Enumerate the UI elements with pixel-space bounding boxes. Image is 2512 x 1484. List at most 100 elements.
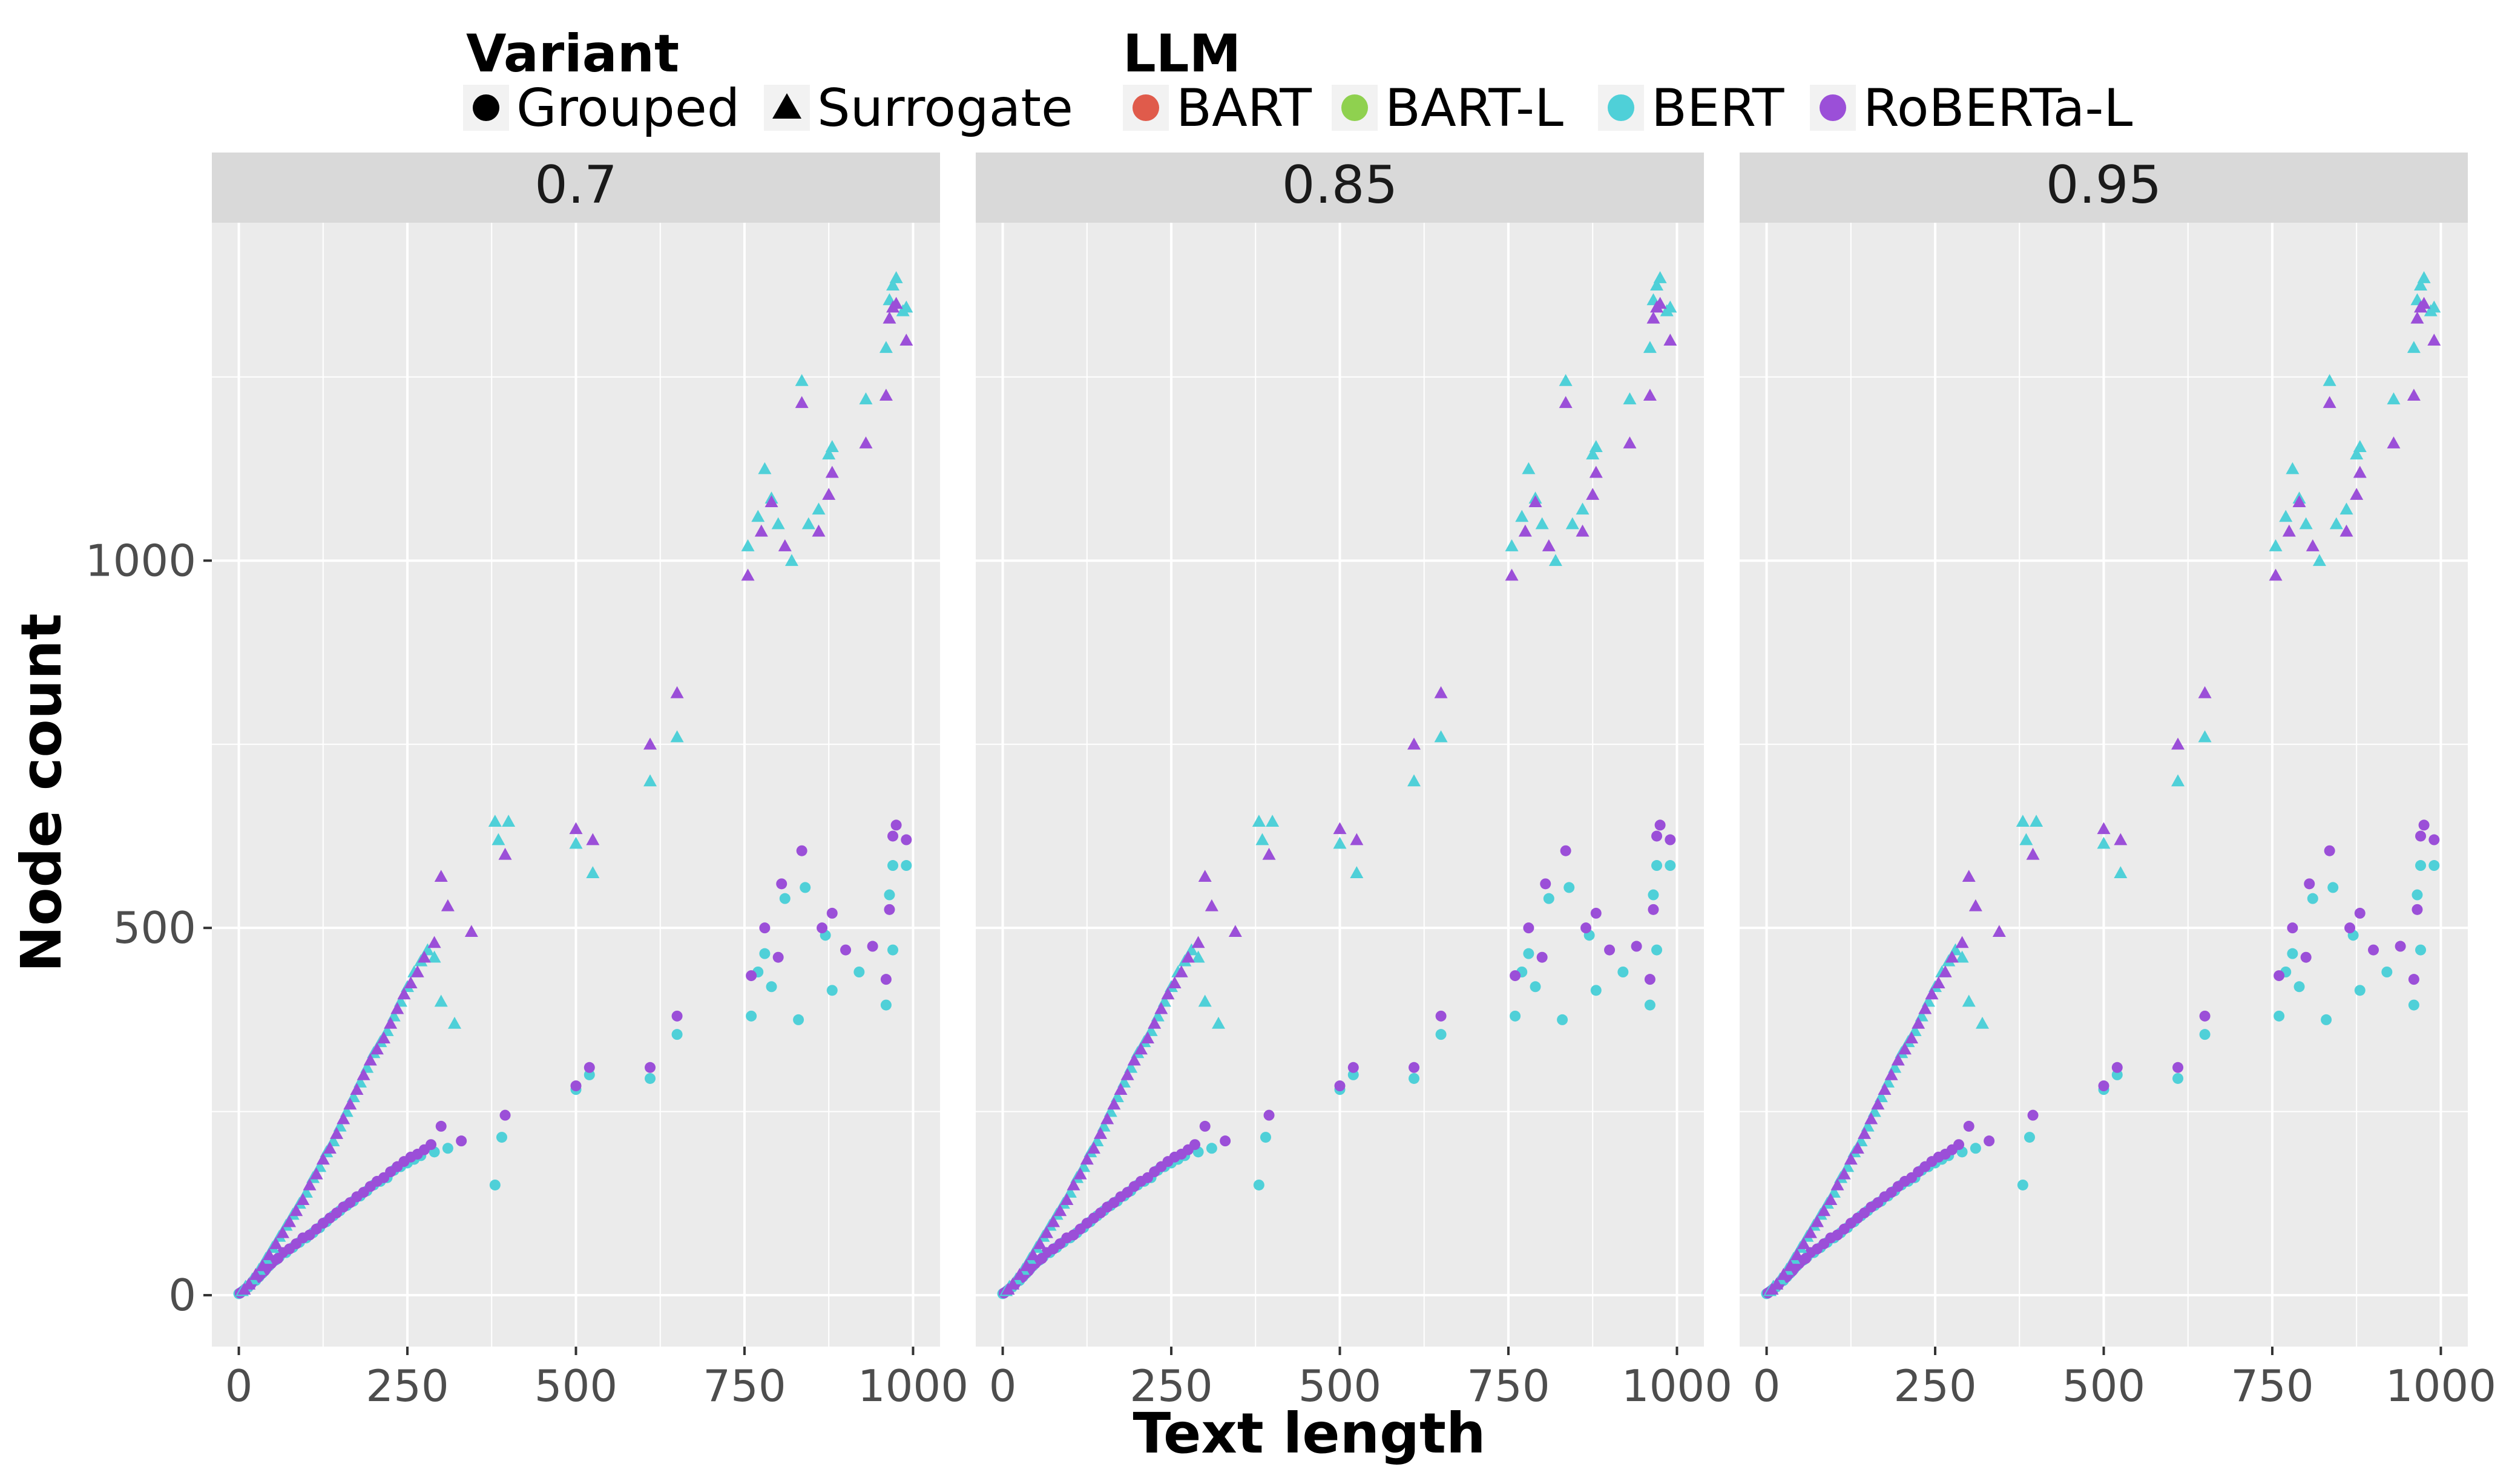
data-point-grouped	[2307, 893, 2318, 904]
y-axis-title: Node count	[9, 613, 74, 972]
data-point-surrogate	[889, 271, 903, 283]
data-point-surrogate	[2329, 517, 2343, 530]
data-point-surrogate	[1925, 987, 1939, 1000]
data-point-grouped	[853, 967, 865, 977]
data-point-grouped	[840, 944, 852, 956]
data-point-grouped	[1557, 1014, 1568, 1025]
data-point-surrogate	[1528, 495, 1542, 508]
data-point-grouped	[1651, 944, 1663, 956]
data-point-grouped	[2354, 985, 2366, 996]
data-point-grouped	[2287, 922, 2298, 934]
data-point-surrogate	[1266, 815, 1280, 827]
data-point-surrogate	[289, 1204, 303, 1216]
data-point-surrogate	[2350, 488, 2364, 500]
facet-panel: 0.95 0 250 500 750 1000	[1740, 153, 2496, 1411]
data-point-surrogate	[1262, 847, 1276, 860]
data-point-surrogate	[1646, 311, 1660, 324]
data-point-grouped	[2287, 948, 2298, 959]
data-point-surrogate	[586, 866, 600, 878]
data-point-surrogate	[2292, 495, 2306, 508]
data-point-surrogate	[1522, 462, 1536, 474]
data-point-grouped	[776, 878, 787, 890]
data-point-surrogate	[1333, 836, 1347, 849]
y-tick-label: 1000	[85, 535, 196, 586]
data-point-surrogate	[1777, 1268, 1790, 1280]
data-point-surrogate	[1407, 737, 1421, 750]
data-point-grouped	[1510, 1010, 1521, 1022]
data-point-surrogate	[883, 311, 896, 324]
data-point-surrogate	[1094, 1127, 1108, 1139]
data-point-surrogate	[242, 1277, 256, 1290]
data-point-grouped	[1543, 893, 1554, 904]
data-point-surrogate	[2353, 465, 2367, 478]
data-point-surrogate	[1576, 502, 1590, 515]
legend-variant-label: Surrogate	[817, 78, 1073, 139]
data-point-surrogate	[2019, 833, 2033, 845]
data-point-grouped	[759, 922, 771, 934]
legend-variant-label: Grouped	[516, 78, 740, 139]
x-tick-label: 0	[989, 1361, 1017, 1411]
data-point-surrogate	[1019, 1259, 1033, 1272]
data-point-grouped	[426, 1139, 437, 1151]
data-point-surrogate	[2016, 815, 2030, 827]
data-point-grouped	[1648, 904, 1659, 915]
x-tick-label: 250	[1129, 1361, 1212, 1411]
data-point-surrogate	[1830, 1178, 1844, 1190]
data-point-grouped	[1953, 1139, 1965, 1151]
facet-panel: 0.85 0 250 500 750 1000	[976, 153, 1732, 1411]
data-point-surrogate	[801, 517, 815, 530]
data-point-surrogate	[1783, 1259, 1797, 1272]
data-point-surrogate	[1548, 554, 1562, 566]
data-point-surrogate	[1100, 1112, 1114, 1124]
data-point-surrogate	[1053, 1204, 1067, 1216]
y-tick-label: 500	[113, 902, 196, 953]
data-point-surrogate	[1333, 822, 1347, 835]
data-point-surrogate	[492, 833, 505, 845]
data-point-grouped	[887, 944, 899, 956]
data-point-grouped	[645, 1062, 656, 1073]
data-point-surrogate	[2097, 822, 2111, 835]
data-point-grouped	[2027, 1109, 2039, 1121]
data-point-surrogate	[1141, 1031, 1155, 1044]
data-point-grouped	[1963, 1120, 1974, 1132]
data-point-surrogate	[2407, 389, 2421, 401]
data-point-surrogate	[2114, 866, 2128, 878]
data-point-grouped	[2274, 970, 2285, 982]
data-point-grouped	[1523, 948, 1534, 959]
data-point-surrogate	[370, 1042, 384, 1055]
data-point-grouped	[901, 860, 912, 872]
data-point-surrogate	[275, 1226, 289, 1238]
data-point-surrogate	[1905, 1031, 1919, 1044]
data-point-surrogate	[569, 822, 583, 835]
data-point-grouped	[2381, 967, 2393, 977]
data-point-surrogate	[1205, 899, 1218, 911]
facet-strip	[976, 153, 1704, 223]
data-point-grouped	[884, 889, 895, 901]
data-point-surrogate	[397, 987, 411, 1000]
data-point-surrogate	[1161, 987, 1175, 1000]
data-point-grouped	[1523, 922, 1534, 934]
legend-llm-label: RoBERTa-L	[1863, 78, 2132, 139]
data-point-surrogate	[427, 950, 441, 963]
data-point-surrogate	[822, 447, 836, 460]
data-point-surrogate	[417, 950, 431, 963]
data-point-surrogate	[404, 976, 418, 989]
data-point-surrogate	[283, 1215, 297, 1227]
data-point-surrogate	[1770, 1277, 1784, 1290]
data-point-surrogate	[2414, 278, 2428, 291]
x-tick-label: 250	[1893, 1361, 1976, 1411]
data-point-grouped	[796, 845, 807, 856]
data-point-grouped	[800, 882, 811, 893]
data-point-surrogate	[1623, 436, 1637, 448]
legend-variant-title: Variant	[466, 24, 679, 84]
data-point-surrogate	[343, 1097, 357, 1110]
data-point-surrogate	[1535, 517, 1549, 530]
data-point-surrogate	[2114, 833, 2128, 845]
data-point-surrogate	[1515, 510, 1529, 522]
data-point-grouped	[2172, 1062, 2184, 1073]
data-point-surrogate	[2279, 510, 2293, 522]
data-point-grouped	[1665, 834, 1676, 845]
data-point-surrogate	[1803, 1226, 1817, 1238]
data-point-surrogate	[1252, 815, 1266, 827]
